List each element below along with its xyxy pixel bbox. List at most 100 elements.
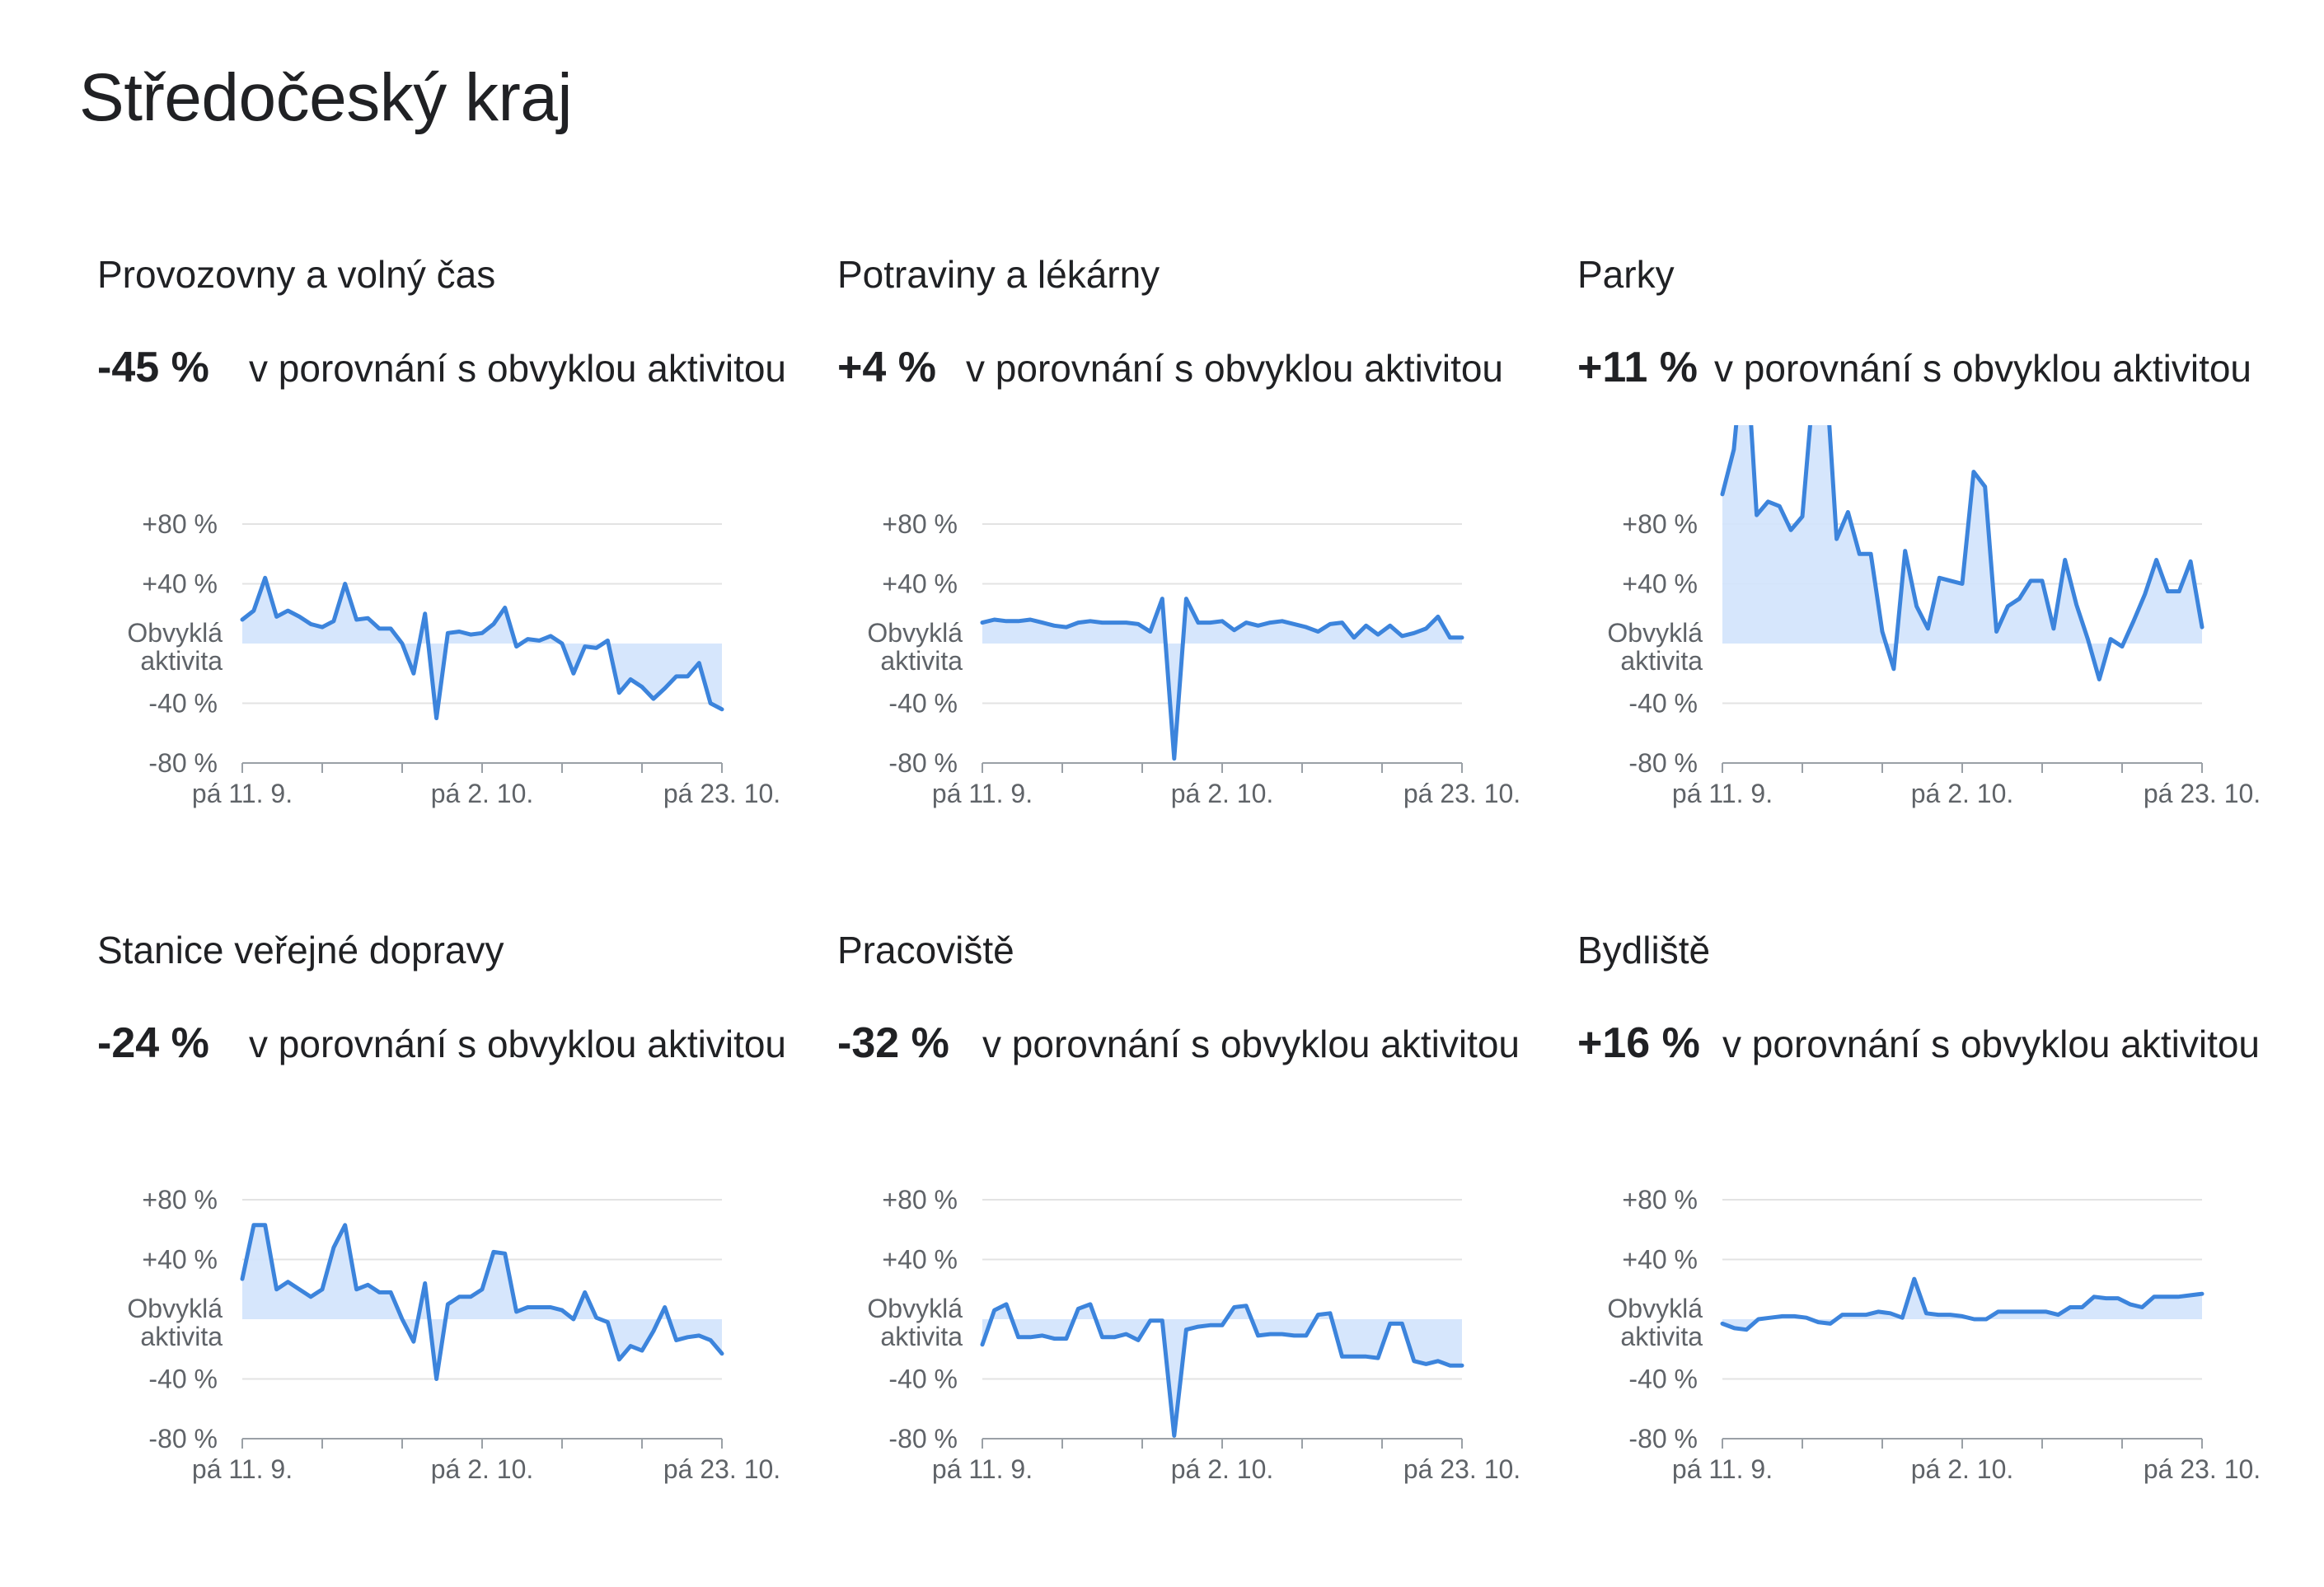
series-line [980, 597, 1464, 761]
x-tick-label: pá 2. 10. [431, 779, 534, 808]
panel-parks: Parky +11 % v porovnání s obvyklou aktiv… [1559, 252, 2301, 911]
x-tick-label: pá 2. 10. [1911, 779, 2014, 808]
y-tick-label: -80 % [1628, 748, 1698, 778]
x-tick-label: pá 2. 10. [1171, 1454, 1274, 1484]
series-area [242, 1224, 722, 1379]
x-tick-label: pá 11. 9. [192, 1454, 293, 1484]
panel-value: -32 % [837, 1019, 949, 1067]
series-group [1720, 425, 2205, 681]
x-tick-label: pá 11. 9. [192, 779, 293, 808]
panel-value: -24 % [97, 1019, 209, 1067]
y-tick-label: +40 % [1622, 569, 1698, 599]
y-tick-label: -80 % [888, 748, 958, 778]
panel-transit-stations: Stanice veřejné dopravy -24 % v porovnán… [79, 928, 821, 1587]
y-tick-label: -40 % [148, 689, 218, 719]
series-line [980, 1302, 1464, 1438]
y-tick-label: -40 % [888, 1365, 958, 1394]
x-tick-label: pá 23. 10. [2144, 1454, 2261, 1484]
series-group [240, 575, 724, 721]
y-tick-label: -80 % [888, 1424, 958, 1454]
x-tick-label: pá 2. 10. [1171, 779, 1274, 808]
y-tick-label: aktivita [140, 1322, 223, 1351]
x-tick-label: pá 23. 10. [1403, 779, 1520, 808]
y-tick-label: -80 % [1628, 1424, 1698, 1454]
x-tick-label: pá 11. 9. [932, 1454, 1033, 1484]
y-tick-label: +40 % [882, 569, 958, 599]
y-tick-label: -80 % [148, 1424, 218, 1454]
series-line [1720, 1276, 2205, 1332]
y-tick-label: Obvyklá [1607, 1294, 1703, 1323]
series-line [1720, 425, 2205, 681]
x-tick-label: pá 11. 9. [1672, 1454, 1773, 1484]
y-tick-label: aktivita [1620, 1322, 1703, 1351]
panel-title: Provozovny a volný čas [97, 253, 496, 296]
y-tick-label: +40 % [1622, 1245, 1698, 1275]
y-tick-label: -40 % [148, 1365, 218, 1394]
panel-title: Potraviny a lékárny [837, 253, 1160, 296]
x-tick-label: pá 23. 10. [663, 779, 780, 808]
y-tick-label: Obvyklá [867, 1294, 963, 1323]
series-line [240, 1223, 724, 1381]
y-tick-label: +80 % [142, 509, 218, 539]
panel-title: Stanice veřejné dopravy [97, 929, 504, 971]
panel-workplaces: Pracoviště -32 % v porovnání s obvyklou … [819, 928, 1561, 1587]
panel-residential: Bydliště +16 % v porovnání s obvyklou ak… [1559, 928, 2301, 1587]
comparison-text: v porovnání s obvyklou aktivitou [1722, 1023, 2261, 1065]
panel-title: Pracoviště [837, 929, 1014, 971]
series-group [980, 597, 1464, 761]
y-tick-label: Obvyklá [867, 618, 963, 648]
y-tick-label: +40 % [142, 569, 218, 599]
y-tick-label: +40 % [142, 1245, 218, 1275]
page-title: Středočeský kraj [79, 60, 573, 135]
comparison-text: v porovnání s obvyklou aktivitou [249, 1023, 787, 1065]
x-tick-label: pá 23. 10. [2144, 779, 2261, 808]
panel-value: +4 % [837, 344, 936, 391]
y-tick-label: aktivita [880, 1322, 963, 1351]
y-tick-label: -40 % [1628, 1365, 1698, 1394]
series-area [982, 598, 1462, 759]
x-tick-label: pá 2. 10. [1911, 1454, 2014, 1484]
comparison-text: v porovnání s obvyklou aktivitou [982, 1023, 1520, 1065]
y-tick-label: aktivita [1620, 646, 1703, 676]
y-tick-label: +80 % [1622, 1185, 1698, 1215]
y-tick-label: -40 % [1628, 689, 1698, 719]
series-group [1720, 1276, 2205, 1332]
panel-grocery-pharmacy: Potraviny a lékárny +4 % v porovnání s o… [819, 252, 1561, 911]
y-tick-label: +40 % [882, 1245, 958, 1275]
y-tick-label: aktivita [140, 646, 223, 676]
comparison-text: v porovnání s obvyklou aktivitou [966, 347, 1504, 390]
x-tick-label: pá 23. 10. [1403, 1454, 1520, 1484]
panel-value: -45 % [97, 344, 209, 391]
y-tick-label: Obvyklá [1607, 618, 1703, 648]
comparison-text: v porovnání s obvyklou aktivitou [249, 347, 787, 390]
y-tick-label: +80 % [1622, 509, 1698, 539]
y-tick-label: Obvyklá [127, 618, 223, 648]
series-line [240, 575, 724, 721]
x-tick-label: pá 11. 9. [1672, 779, 1773, 808]
comparison-text: v porovnání s obvyklou aktivitou [1714, 347, 2252, 390]
y-tick-label: +80 % [882, 1185, 958, 1215]
y-tick-label: -80 % [148, 748, 218, 778]
series-area [242, 578, 722, 719]
panel-retail-recreation: Provozovny a volný čas -45 % v porovnání… [79, 252, 821, 911]
series-group [980, 1302, 1464, 1438]
y-tick-label: +80 % [882, 509, 958, 539]
panel-title: Parky [1577, 253, 1675, 296]
y-tick-label: aktivita [880, 646, 963, 676]
panel-value: +16 % [1577, 1019, 1700, 1067]
x-tick-label: pá 11. 9. [932, 779, 1033, 808]
panel-title: Bydliště [1577, 929, 1711, 971]
y-tick-label: -40 % [888, 689, 958, 719]
panel-value: +11 % [1577, 344, 1698, 391]
y-tick-label: Obvyklá [127, 1294, 223, 1323]
series-group [240, 1223, 724, 1381]
x-tick-label: pá 2. 10. [431, 1454, 534, 1484]
series-area [1722, 425, 2202, 680]
y-tick-label: +80 % [142, 1185, 218, 1215]
